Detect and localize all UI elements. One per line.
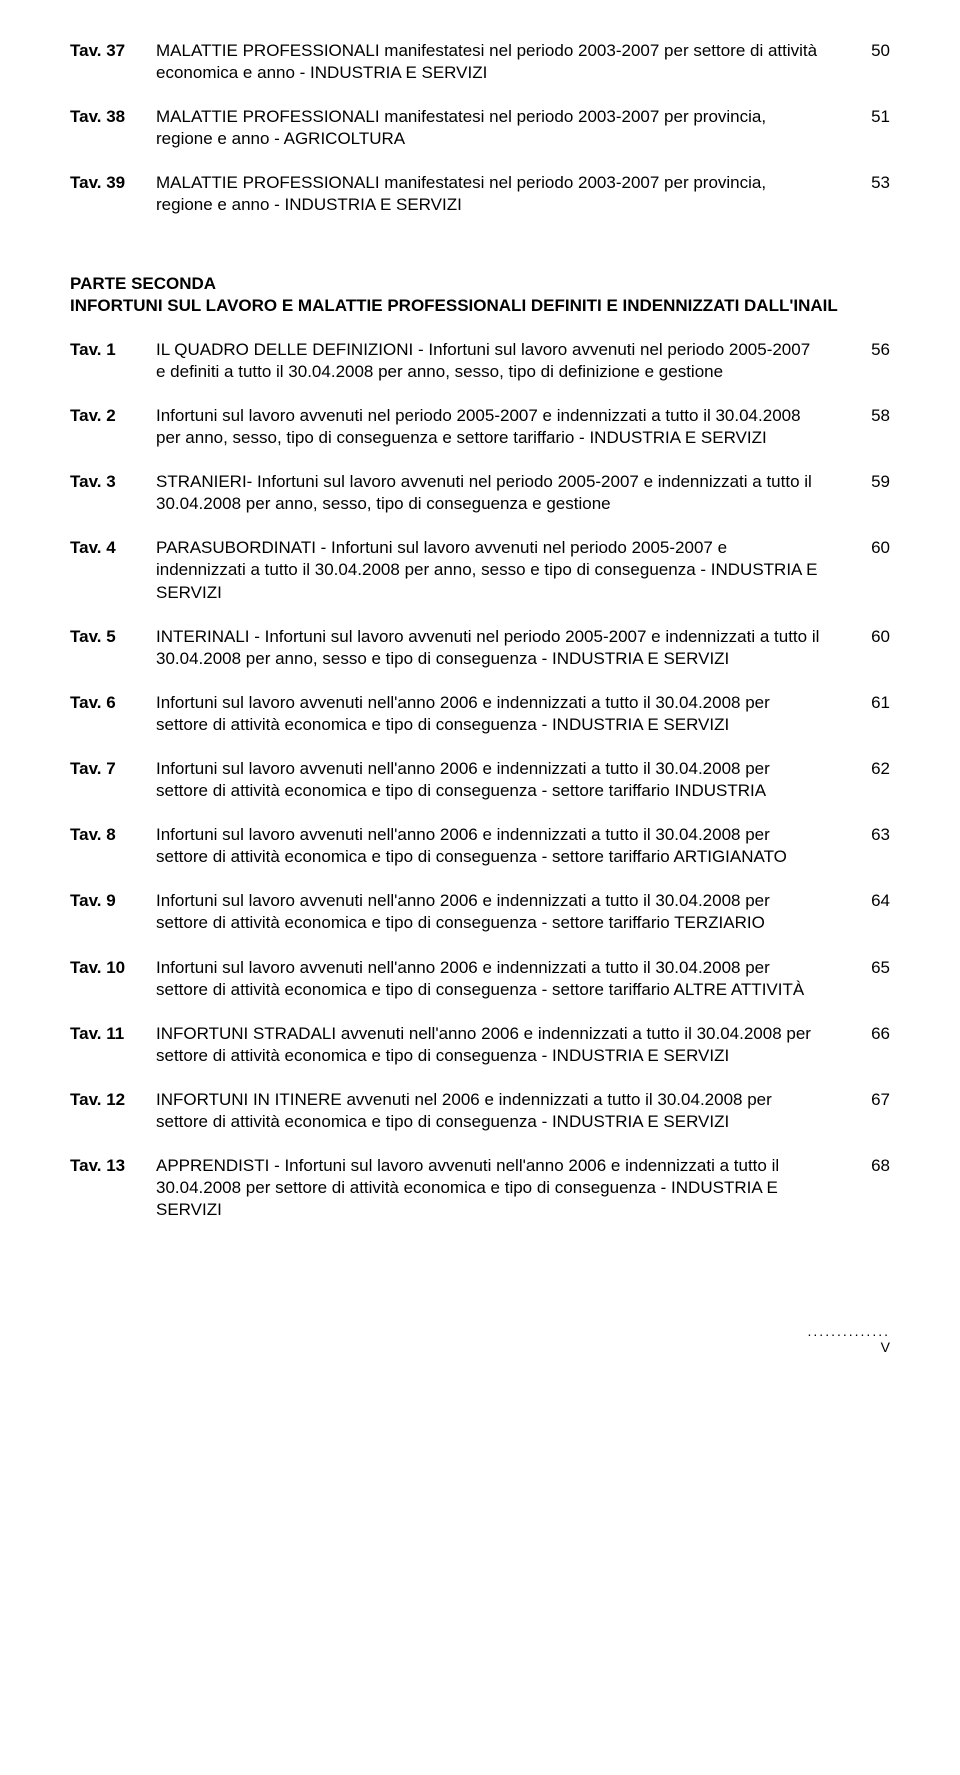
entry-id: Tav. 38 xyxy=(70,106,156,128)
entry-desc: MALATTIE PROFESSIONALI manifestatesi nel… xyxy=(156,40,850,84)
entry-id: Tav. 9 xyxy=(70,890,156,912)
entry-desc: APPRENDISTI - Infortuni sul lavoro avven… xyxy=(156,1155,850,1221)
entry-page: 67 xyxy=(850,1089,890,1111)
entry-id: Tav. 6 xyxy=(70,692,156,714)
entry-desc: MALATTIE PROFESSIONALI manifestatesi nel… xyxy=(156,172,850,216)
entry-id: Tav. 39 xyxy=(70,172,156,194)
toc-entry: Tav. 8 Infortuni sul lavoro avvenuti nel… xyxy=(70,824,890,868)
entry-page: 50 xyxy=(850,40,890,62)
entry-desc: MALATTIE PROFESSIONALI manifestatesi nel… xyxy=(156,106,850,150)
entry-desc: Infortuni sul lavoro avvenuti nell'anno … xyxy=(156,758,850,802)
toc-entry: Tav. 39 MALATTIE PROFESSIONALI manifesta… xyxy=(70,172,890,216)
entry-desc: INFORTUNI STRADALI avvenuti nell'anno 20… xyxy=(156,1023,850,1067)
entry-page: 58 xyxy=(850,405,890,427)
entry-id: Tav. 3 xyxy=(70,471,156,493)
entry-page: 65 xyxy=(850,957,890,979)
toc-entry: Tav. 9 Infortuni sul lavoro avvenuti nel… xyxy=(70,890,890,934)
entry-desc: Infortuni sul lavoro avvenuti nell'anno … xyxy=(156,957,850,1001)
entry-desc: Infortuni sul lavoro avvenuti nell'anno … xyxy=(156,890,850,934)
entry-id: Tav. 4 xyxy=(70,537,156,559)
entry-id: Tav. 11 xyxy=(70,1023,156,1045)
toc-entry: Tav. 5 INTERINALI - Infortuni sul lavoro… xyxy=(70,626,890,670)
toc-entry: Tav. 4 PARASUBORDINATI - Infortuni sul l… xyxy=(70,537,890,603)
toc-entry: Tav. 38 MALATTIE PROFESSIONALI manifesta… xyxy=(70,106,890,150)
entry-page: 66 xyxy=(850,1023,890,1045)
entry-page: 60 xyxy=(850,626,890,648)
entry-page: 60 xyxy=(850,537,890,559)
entry-id: Tav. 7 xyxy=(70,758,156,780)
entry-desc: Infortuni sul lavoro avvenuti nel period… xyxy=(156,405,850,449)
entry-page: 51 xyxy=(850,106,890,128)
toc-entry: Tav. 12 INFORTUNI IN ITINERE avvenuti ne… xyxy=(70,1089,890,1133)
entry-desc: INFORTUNI IN ITINERE avvenuti nel 2006 e… xyxy=(156,1089,850,1133)
entry-id: Tav. 13 xyxy=(70,1155,156,1177)
toc-entry: Tav. 3 STRANIERI- Infortuni sul lavoro a… xyxy=(70,471,890,515)
page-content: Tav. 37 MALATTIE PROFESSIONALI manifesta… xyxy=(0,0,960,1293)
page-footer: .............. V xyxy=(0,1293,960,1375)
toc-entry: Tav. 13 APPRENDISTI - Infortuni sul lavo… xyxy=(70,1155,890,1221)
entry-page: 62 xyxy=(850,758,890,780)
section-heading-line1: PARTE SECONDA xyxy=(70,273,890,295)
toc-entry: Tav. 2 Infortuni sul lavoro avvenuti nel… xyxy=(70,405,890,449)
footer-dots: .............. xyxy=(808,1323,890,1339)
entry-id: Tav. 2 xyxy=(70,405,156,427)
entry-id: Tav. 8 xyxy=(70,824,156,846)
entry-id: Tav. 37 xyxy=(70,40,156,62)
toc-entry: Tav. 1 IL QUADRO DELLE DEFINIZIONI - Inf… xyxy=(70,339,890,383)
toc-entry: Tav. 10 Infortuni sul lavoro avvenuti ne… xyxy=(70,957,890,1001)
entry-page: 56 xyxy=(850,339,890,361)
entry-desc: Infortuni sul lavoro avvenuti nell'anno … xyxy=(156,824,850,868)
entry-id: Tav. 5 xyxy=(70,626,156,648)
entry-desc: INTERINALI - Infortuni sul lavoro avvenu… xyxy=(156,626,850,670)
entry-desc: PARASUBORDINATI - Infortuni sul lavoro a… xyxy=(156,537,850,603)
entry-page: 59 xyxy=(850,471,890,493)
toc-entry: Tav. 7 Infortuni sul lavoro avvenuti nel… xyxy=(70,758,890,802)
toc-entry: Tav. 37 MALATTIE PROFESSIONALI manifesta… xyxy=(70,40,890,84)
entry-desc: Infortuni sul lavoro avvenuti nell'anno … xyxy=(156,692,850,736)
toc-entry: Tav. 11 INFORTUNI STRADALI avvenuti nell… xyxy=(70,1023,890,1067)
entry-id: Tav. 10 xyxy=(70,957,156,979)
footer-page-number: V xyxy=(881,1339,890,1355)
entry-page: 61 xyxy=(850,692,890,714)
entry-id: Tav. 12 xyxy=(70,1089,156,1111)
section-heading: PARTE SECONDA INFORTUNI SUL LAVORO E MAL… xyxy=(70,273,890,317)
entry-page: 64 xyxy=(850,890,890,912)
entry-desc: IL QUADRO DELLE DEFINIZIONI - Infortuni … xyxy=(156,339,850,383)
entry-desc: STRANIERI- Infortuni sul lavoro avvenuti… xyxy=(156,471,850,515)
section-heading-line2: INFORTUNI SUL LAVORO E MALATTIE PROFESSI… xyxy=(70,295,890,317)
entry-page: 63 xyxy=(850,824,890,846)
toc-entry: Tav. 6 Infortuni sul lavoro avvenuti nel… xyxy=(70,692,890,736)
entry-page: 53 xyxy=(850,172,890,194)
entry-page: 68 xyxy=(850,1155,890,1177)
entry-id: Tav. 1 xyxy=(70,339,156,361)
